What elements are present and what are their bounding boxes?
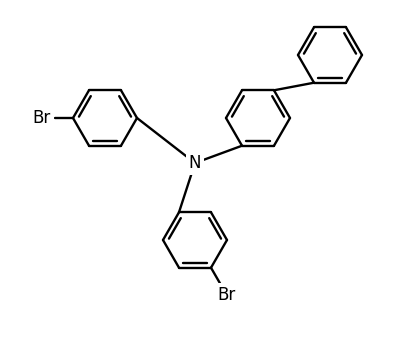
Text: Br: Br xyxy=(33,109,51,127)
Text: Br: Br xyxy=(217,286,236,304)
Text: N: N xyxy=(189,154,201,172)
